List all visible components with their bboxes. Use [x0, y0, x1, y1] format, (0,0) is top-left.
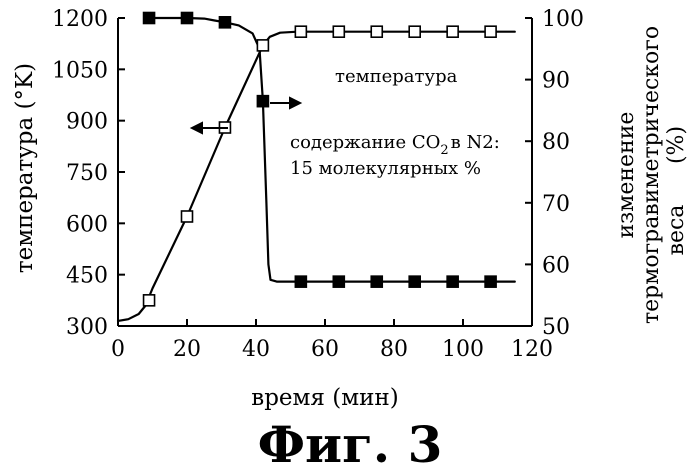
x-axis-label: время (мин) [251, 385, 399, 411]
temperature-point [485, 26, 496, 37]
left-y-tick-label: 450 [66, 264, 108, 289]
x-tick-label: 80 [380, 337, 408, 362]
temperature-point [144, 295, 155, 306]
right-y-axis-label-line1: изменение [614, 112, 639, 239]
temperature-point [409, 26, 420, 37]
left-y-axis-label: температура (°K) [12, 63, 38, 273]
right-y-tick-label: 50 [542, 315, 570, 340]
temperature-point [333, 26, 344, 37]
right-y-axis-label-line2: термогравиметрического [639, 26, 664, 324]
left-y-tick-label: 750 [66, 161, 108, 186]
left-y-tick-label: 300 [66, 315, 108, 340]
x-tick-label: 100 [442, 337, 484, 362]
temperature-point [257, 40, 268, 51]
left-y-tick-label: 1200 [52, 7, 108, 32]
co2-annotation-line1: содержание CO2в N2: [290, 132, 500, 158]
co2-annotation-suffix: в N2: [451, 132, 500, 153]
weight-change-point [219, 17, 230, 28]
x-tick-label: 40 [242, 337, 270, 362]
temperature-point [295, 26, 306, 37]
x-tick-label: 20 [173, 337, 201, 362]
right-y-tick-label: 70 [542, 192, 570, 217]
right-y-tick-label: 100 [542, 7, 584, 32]
right-y-tick-label: 80 [542, 130, 570, 155]
co2-annotation-prefix: содержание CO [290, 132, 440, 153]
x-tick-label: 120 [511, 337, 553, 362]
weight-change-point [333, 276, 344, 287]
right-y-axis-label-line3: веса [664, 205, 689, 256]
weight-change-point [485, 276, 496, 287]
weight-change-point [182, 13, 193, 24]
weight-change-point [257, 96, 268, 107]
figure-caption: Фиг. 3 [258, 415, 443, 474]
left-y-tick-label: 1050 [52, 58, 108, 83]
left-y-tick-label: 900 [66, 110, 108, 135]
right-y-tick-label: 90 [542, 69, 570, 94]
weight-change-point [409, 276, 420, 287]
right-y-tick-label: 60 [542, 253, 570, 278]
right-axis-arrow [270, 98, 300, 108]
co2-annotation-line2: 15 молекулярных % [290, 158, 481, 179]
weight-change-point [371, 276, 382, 287]
temperature-point [182, 211, 193, 222]
x-tick-label: 0 [111, 337, 125, 362]
weight-change-point [144, 13, 155, 24]
x-tick-label: 60 [311, 337, 339, 362]
temperature-point [447, 26, 458, 37]
ticks: 0 20 40 60 80 100 120 300 450 600 750 900 1050 1200 50… [52, 7, 584, 362]
weight-change-point [447, 276, 458, 287]
weight-change-point [295, 276, 306, 287]
right-y-axis-label-line4: (%) [664, 126, 689, 164]
co2-annotation-subscript: 2 [440, 143, 448, 158]
left-y-tick-label: 600 [66, 212, 108, 237]
temperature-annotation: температура [335, 66, 458, 87]
temperature-point [371, 26, 382, 37]
